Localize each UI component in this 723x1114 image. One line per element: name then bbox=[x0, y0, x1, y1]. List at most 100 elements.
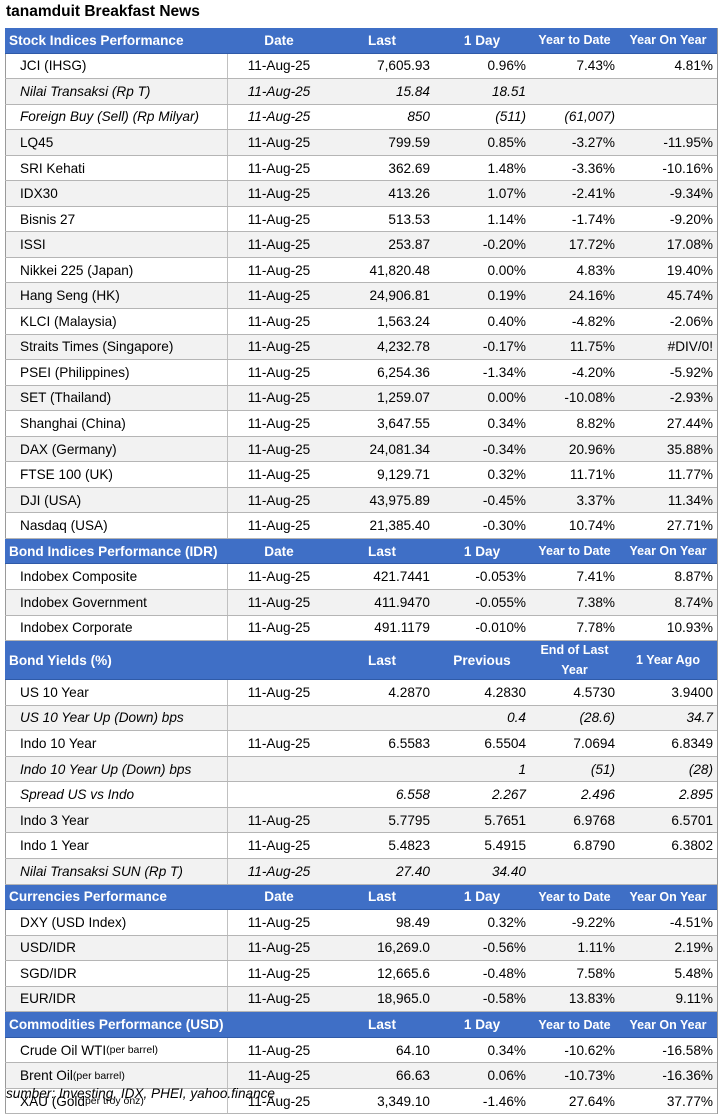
cell-yoy: 19.40% bbox=[666, 262, 713, 278]
cell-label: DXY (USD Index) bbox=[5, 910, 228, 935]
cell-label: Bisnis 27 bbox=[5, 206, 228, 232]
cell-one-day: -0.58% bbox=[482, 991, 526, 1007]
cell-label: US 10 Year bbox=[5, 680, 228, 705]
header-date bbox=[228, 641, 330, 679]
header-label: Commodities Performance (USD) bbox=[9, 1017, 224, 1032]
cell-date: 11-Aug-25 bbox=[247, 569, 311, 585]
cell-yoy: 8.74% bbox=[674, 594, 713, 610]
cell-one-day: 6.5504 bbox=[484, 735, 526, 751]
cell-date: 11-Aug-25 bbox=[247, 914, 311, 930]
cell-yoy: 27.71% bbox=[666, 518, 713, 534]
cell-date: 11-Aug-25 bbox=[247, 160, 311, 176]
cell-last: 7,605.93 bbox=[377, 58, 430, 74]
header-date: Date bbox=[264, 543, 294, 559]
cell-ytd: 17.72% bbox=[568, 237, 615, 253]
cell-one-day: 0.40% bbox=[487, 313, 526, 329]
cell-one-day: -0.30% bbox=[482, 518, 526, 534]
cell-ytd: 4.5730 bbox=[573, 684, 615, 700]
cell-last: 24,906.81 bbox=[369, 288, 430, 304]
cell-one-day: 0.4 bbox=[507, 710, 526, 726]
header-label: Stock Indices Performance bbox=[9, 32, 184, 48]
cell-yoy: 8.87% bbox=[674, 569, 713, 585]
cell-ytd: 20.96% bbox=[568, 441, 615, 457]
cell-ytd: -10.08% bbox=[564, 390, 615, 406]
stock-row: Nilai Transaksi (Rp T) 11-Aug-25 15.84 18.5… bbox=[5, 79, 717, 105]
cell-date: 11-Aug-25 bbox=[247, 812, 311, 828]
cell-yoy: -9.20% bbox=[669, 211, 713, 227]
header-one-day: 1 Day bbox=[463, 889, 501, 905]
unit-note: per troy onz) bbox=[84, 1095, 144, 1108]
cell-label: Shanghai (China) bbox=[5, 411, 228, 436]
yields-row: Nilai Transaksi SUN (Rp T) 11-Aug-25 27.40… bbox=[5, 858, 717, 885]
header-last: Last bbox=[368, 32, 396, 48]
cell-yoy: 34.7 bbox=[686, 710, 713, 726]
header-label: Bond Yields (%) bbox=[9, 652, 112, 668]
cell-date: 11-Aug-25 bbox=[247, 109, 311, 125]
cell-last: 18,965.0 bbox=[377, 991, 430, 1007]
stock-row: FTSE 100 (UK) 11-Aug-25 9,129.71 0.32% 11.71… bbox=[5, 462, 717, 488]
bond-row: Indobex Corporate 11-Aug-25 491.1179 -0.010… bbox=[5, 615, 717, 642]
cell-label: SET (Thailand) bbox=[5, 385, 228, 411]
cell-label: Crude Oil WTI (per barrel) bbox=[5, 1037, 228, 1063]
stock-row: Straits Times (Singapore) 11-Aug-25 4,232.… bbox=[5, 334, 717, 361]
cell-ytd: -4.82% bbox=[571, 313, 615, 329]
cell-date: 11-Aug-25 bbox=[247, 364, 311, 380]
cell-ytd: -2.41% bbox=[571, 186, 615, 202]
stock-row: JCI (IHSG) 11-Aug-25 7,605.93 0.96% 7.43% 4.8… bbox=[5, 53, 717, 80]
header-ytd: Year to Date bbox=[538, 544, 611, 559]
cell-last: 24,081.34 bbox=[369, 441, 430, 457]
cell-yoy: 4.81% bbox=[674, 58, 713, 74]
header-one-day: Previous bbox=[453, 652, 511, 668]
unit-note: (per barrel) bbox=[72, 1069, 125, 1082]
stock-row: Shanghai (China) 11-Aug-25 3,647.55 0.34% 8.… bbox=[5, 411, 717, 437]
cell-date bbox=[228, 757, 330, 782]
yields-row: Spread US vs Indo 6.558 2.267 2.496 2.895 bbox=[5, 782, 717, 808]
cell-date bbox=[228, 782, 330, 807]
cell-yoy: 10.93% bbox=[666, 620, 713, 636]
cell-one-day: -0.053% bbox=[475, 569, 526, 585]
cell-ytd bbox=[530, 859, 619, 884]
cell-date: 11-Aug-25 bbox=[247, 467, 311, 483]
cell-one-day: 5.7651 bbox=[484, 812, 526, 828]
cell-one-day: 0.85% bbox=[487, 134, 526, 150]
cell-one-day: 34.40 bbox=[491, 863, 526, 879]
cell-date: 11-Aug-25 bbox=[247, 965, 311, 981]
header-ytd: Year to Date bbox=[538, 889, 611, 904]
cell-one-day: 4.2830 bbox=[484, 684, 526, 700]
cell-label: LQ45 bbox=[5, 130, 228, 155]
cell-one-day: -0.17% bbox=[482, 339, 526, 355]
yields-row: Indo 1 Year 11-Aug-25 5.4823 5.4915 6.8790 6.… bbox=[5, 833, 717, 859]
cell-one-day: 1 bbox=[518, 761, 526, 777]
cell-date: 11-Aug-25 bbox=[247, 492, 311, 508]
cell-ytd: -4.20% bbox=[571, 364, 615, 380]
stock-section-header: Stock Indices Performance Date Last 1 Day Ye… bbox=[5, 28, 717, 54]
stock-row: Bisnis 27 11-Aug-25 513.53 1.14% -1.74% -9.20… bbox=[5, 206, 717, 233]
cell-label: PSEI (Philippines) bbox=[5, 360, 228, 385]
cell-date: 11-Aug-25 bbox=[247, 594, 311, 610]
cell-date: 11-Aug-25 bbox=[247, 415, 311, 431]
cell-yoy: -16.58% bbox=[662, 1042, 713, 1058]
cell-label: US 10 Year Up (Down) bps bbox=[5, 705, 228, 731]
cell-last: 5.4823 bbox=[388, 838, 430, 854]
cell-ytd: -3.27% bbox=[571, 134, 615, 150]
yields-row: Indo 10 Year Up (Down) bps 1 (51) (28) bbox=[5, 756, 717, 783]
stock-row: PSEI (Philippines) 11-Aug-25 6,254.36 -1.34… bbox=[5, 360, 717, 386]
cell-label: Nilai Transaksi SUN (Rp T) bbox=[5, 858, 228, 884]
header-date: Date bbox=[264, 889, 294, 905]
cell-one-day: 1.07% bbox=[487, 186, 526, 202]
cell-ytd: 13.83% bbox=[568, 991, 615, 1007]
cell-yoy bbox=[619, 105, 717, 130]
cell-date: 11-Aug-25 bbox=[247, 620, 311, 636]
commodities-row: Brent Oil (per barrel) 11-Aug-25 66.63 0.06… bbox=[5, 1063, 717, 1089]
cell-last bbox=[330, 706, 434, 731]
cell-label: USD/IDR bbox=[5, 935, 228, 961]
cell-date: 11-Aug-25 bbox=[247, 940, 311, 956]
header-yoy: Year On Year bbox=[629, 33, 707, 48]
stock-row: Nasdaq (USA) 11-Aug-25 21,385.40 -0.30% 10.7… bbox=[5, 513, 717, 539]
cell-last: 799.59 bbox=[388, 134, 430, 150]
cell-label: Indo 10 Year bbox=[5, 731, 228, 756]
cell-label: Straits Times (Singapore) bbox=[5, 334, 228, 360]
cell-ytd bbox=[530, 79, 619, 104]
cell-one-day: 0.32% bbox=[487, 914, 526, 930]
cell-one-day: 5.4915 bbox=[484, 838, 526, 854]
